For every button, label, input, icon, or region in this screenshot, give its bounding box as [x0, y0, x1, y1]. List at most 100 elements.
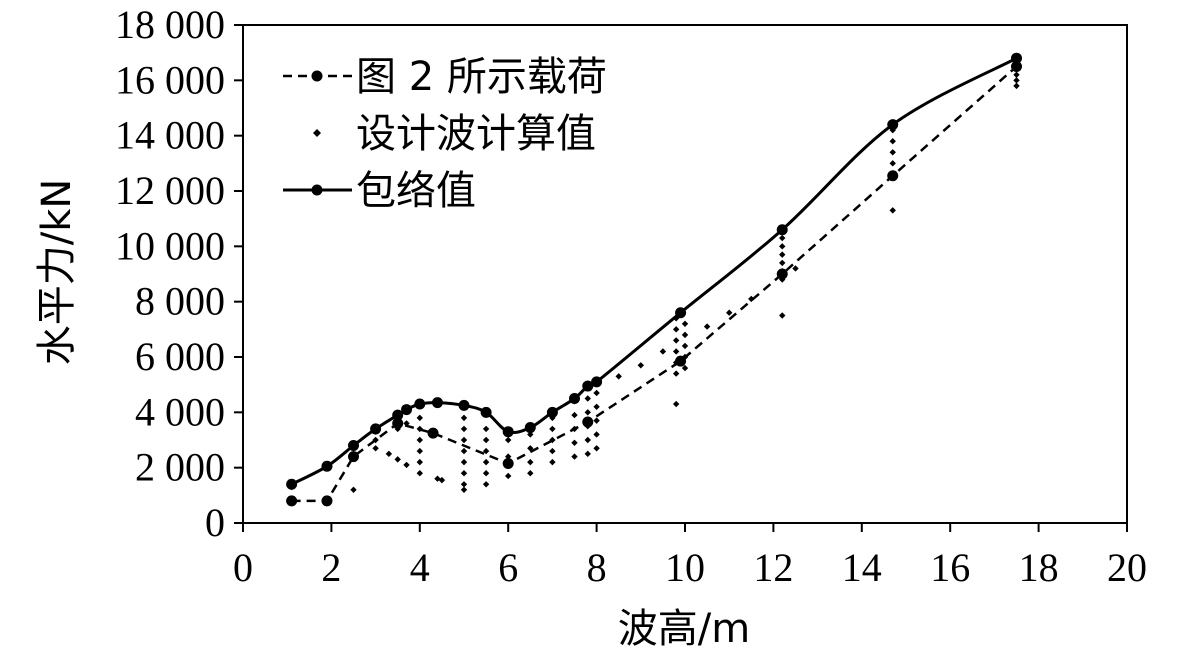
design-wave-point [889, 149, 896, 156]
design-wave-point [482, 425, 490, 433]
legend-marker [311, 184, 323, 196]
design-wave-point [672, 370, 680, 377]
y-axis-ticks: 0 2 000 4 000 6 000 8 000 10 000 12 000 14 000 1… [115, 2, 243, 545]
design-wave-point [593, 389, 600, 397]
design-wave-point [584, 395, 591, 402]
fig2-load-point [887, 170, 899, 182]
legend-marker [311, 70, 323, 82]
design-wave-point [482, 458, 490, 466]
design-wave-point [615, 373, 622, 380]
x-tick-label: 10 [665, 545, 705, 590]
design-wave-point [889, 138, 896, 145]
fig2-load-point [776, 268, 788, 280]
x-tick-label: 16 [930, 545, 970, 590]
envelope-point [546, 406, 558, 418]
design-wave-point [505, 436, 512, 444]
envelope-point [582, 380, 594, 392]
fig2-load-point [582, 416, 594, 428]
design-wave-point [460, 481, 468, 488]
envelope-line [290, 56, 1018, 486]
y-tick-label: 4 000 [135, 389, 225, 434]
fig2-load-point [1011, 61, 1022, 72]
design-wave-point [460, 447, 468, 455]
design-wave-point [792, 265, 799, 272]
fig2-load-point [321, 495, 333, 507]
legend-item: 图 2 所示载荷 [283, 54, 607, 100]
design-wave-point [482, 436, 490, 444]
design-wave-point [681, 364, 689, 372]
y-tick-label: 8 000 [135, 279, 225, 324]
design-wave-point [637, 362, 644, 369]
design-wave-point [672, 400, 680, 408]
envelope-point [414, 398, 426, 410]
design-wave-point [703, 323, 711, 330]
series-envelope [286, 52, 1022, 490]
fig2-load-point [286, 495, 298, 507]
design-wave-point [527, 445, 534, 452]
design-wave-point [889, 207, 896, 214]
design-wave-point [659, 348, 667, 355]
legend-marker [313, 129, 321, 137]
design-wave-point [460, 436, 468, 444]
design-wave-point [571, 439, 578, 446]
design-wave-point [505, 472, 512, 480]
design-wave-point [482, 481, 490, 488]
design-wave-point [584, 436, 591, 444]
envelope-point [431, 397, 443, 409]
design-wave-point [549, 458, 556, 466]
design-wave-point [416, 447, 423, 455]
design-wave-point [779, 251, 786, 258]
design-wave-point [672, 348, 680, 355]
design-wave-point [672, 326, 680, 333]
design-wave-point [527, 458, 534, 466]
design-wave-point [416, 458, 423, 466]
design-wave-point [527, 431, 534, 438]
envelope-point [480, 406, 492, 418]
design-wave-point [372, 445, 379, 452]
fig2-load-point [392, 417, 404, 429]
y-tick-label: 14 000 [115, 113, 225, 158]
envelope-point [502, 426, 514, 438]
x-axis-title: 波高/m [618, 606, 750, 652]
design-wave-point [438, 476, 446, 484]
y-tick-label: 0 [205, 500, 225, 545]
design-wave-point [385, 450, 393, 458]
x-tick-label: 20 [1107, 545, 1147, 590]
legend-label: 设计波计算值 [356, 111, 596, 157]
envelope-point [321, 460, 333, 472]
design-wave-point [593, 417, 600, 424]
design-wave-point [549, 447, 556, 455]
envelope-point [1011, 52, 1022, 64]
legend-item: 设计波计算值 [313, 111, 596, 157]
design-wave-point [549, 425, 556, 433]
design-wave-point [779, 243, 786, 250]
y-tick-label: 12 000 [115, 168, 225, 213]
x-tick-label: 14 [842, 545, 882, 590]
design-wave-point [350, 486, 357, 493]
design-wave-point [681, 342, 689, 350]
design-wave-point [681, 320, 689, 327]
envelope-point [675, 307, 687, 319]
design-wave-point [460, 486, 468, 493]
legend-item: 包络值 [283, 168, 476, 214]
envelope-point [887, 119, 899, 131]
x-tick-label: 6 [498, 545, 518, 590]
y-axis-title: 水平力/kN [34, 179, 80, 366]
design-wave-point [416, 470, 423, 477]
fig2-load-point [348, 451, 359, 463]
design-wave-point [460, 414, 468, 422]
design-wave-point [403, 461, 410, 469]
legend-label: 图 2 所示载荷 [356, 54, 607, 100]
design-wave-point [505, 453, 512, 460]
design-wave-point [460, 458, 468, 466]
envelope-point [569, 393, 580, 404]
design-wave-point [726, 309, 733, 316]
design-wave-point [416, 414, 423, 422]
design-wave-point [584, 450, 591, 458]
design-wave-point [460, 425, 468, 433]
design-wave-point [779, 234, 786, 242]
y-tick-label: 18 000 [115, 2, 225, 47]
envelope-point [348, 440, 359, 452]
